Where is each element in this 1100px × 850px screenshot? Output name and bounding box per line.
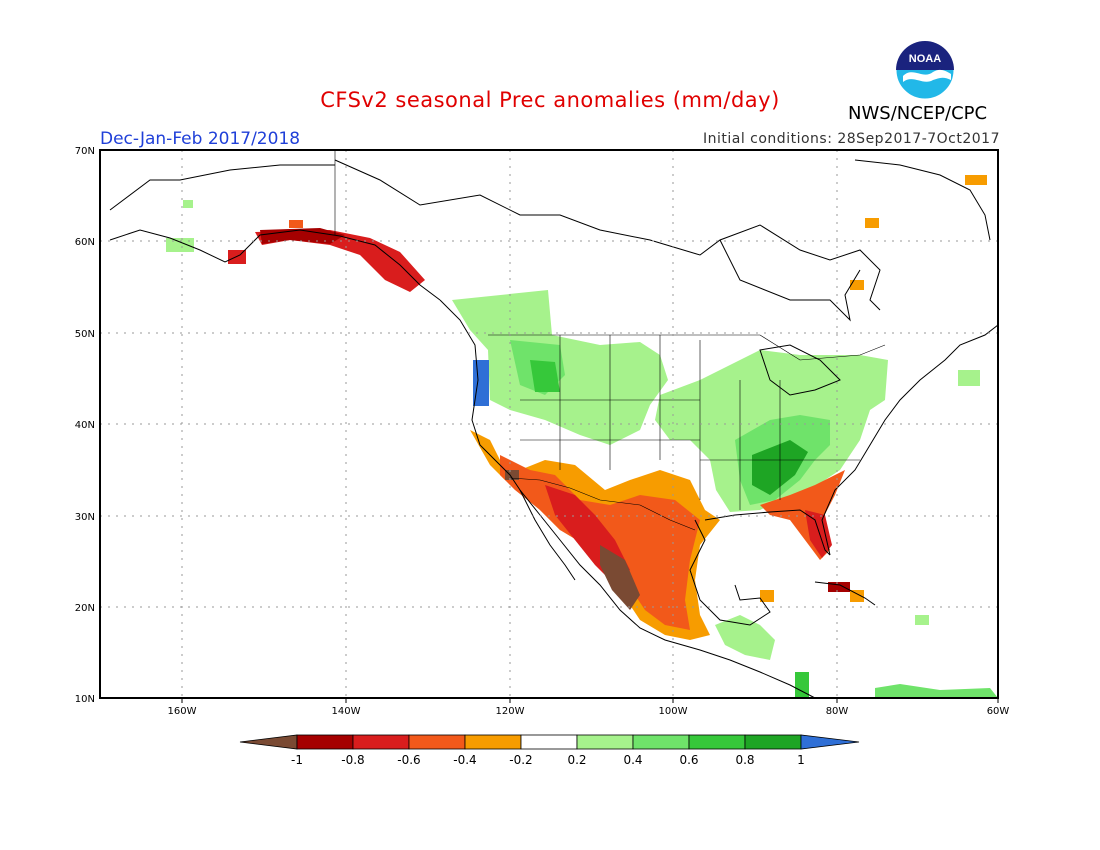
coastline-atlantic [821,324,999,556]
latitude-label: 50N [75,329,95,340]
colorbar-tick-label: -0.6 [397,753,420,767]
coastline-gulf-north [704,509,831,556]
longitude-label: 100W [659,706,688,717]
dry-anomaly-quebec [850,280,864,290]
colorbar-tick-label: 0.4 [623,753,642,767]
colorbar-low-arrow [239,734,298,750]
colorbar-bin [632,734,690,750]
wet-anomaly-lesser-antilles [915,615,929,625]
colorbar: -1 -0.8 -0.6 -0.4 -0.2 0.2 0.4 0.6 0.8 1 [239,734,860,767]
colorbar-bin [296,734,354,750]
latitude-labels: 70N 60N 50N 40N 30N 20N 10N [75,146,95,705]
latitude-label: 30N [75,512,95,523]
noaa-logo-icon: NOAA [895,40,955,100]
dry-anomaly-baffin [965,175,987,185]
wet-anomaly-central-america [715,615,775,660]
chart-title: CFSv2 seasonal Prec anomalies (mm/day) [320,88,780,112]
state-lines [520,335,860,510]
colorbar-tick-label: -0.4 [453,753,476,767]
longitude-label: 140W [332,706,361,717]
latitude-label: 20N [75,603,95,614]
longitude-label: 160W [168,706,197,717]
coastline-hudson-bay [719,239,861,322]
border-us-canada [488,334,886,361]
colorbar-tick-label: -1 [291,753,303,767]
dry-anomaly-alaska-spot [289,220,303,228]
dry-anomaly-cuba [828,582,850,592]
anomaly-shading [166,175,998,698]
dry-anomaly-florida [805,510,832,558]
coastline-cuba [814,581,876,606]
colorbar-bin [520,734,578,750]
coastline-baja [519,489,576,581]
coastline-gulf [689,519,771,626]
border-us-mexico [509,477,696,531]
wet-anomaly-panama [795,672,809,698]
colorbar-bin [352,734,410,750]
coastline-great-lakes [759,344,841,396]
colorbar-tick-label: 1 [797,753,805,767]
wet-anomaly-south-america [875,684,998,698]
colorbar-tick-label: -0.8 [341,753,364,767]
coastline-alaska [109,164,441,301]
colorbar-tick-label: 0.8 [735,753,754,767]
colorbar-bin [744,734,802,750]
longitude-label: 60W [987,706,1010,717]
extreme-dry-baja [505,470,519,480]
coastlines [109,159,999,699]
svg-text:NOAA: NOAA [909,53,941,65]
dry-anomaly-cuba-east [850,590,864,602]
latitude-label: 70N [75,146,95,157]
coastline-pacific [439,299,816,699]
wet-anomaly-new-england [958,370,980,386]
dry-anomaly-alaska-coast [255,230,425,292]
longitude-label: 80W [826,706,849,717]
wet-anomaly-alaska-west [166,238,194,252]
forecast-period: Dec-Jan-Feb 2017/2018 [100,129,301,149]
colorbar-bin [688,734,746,750]
colorbar-tick-label: 0.2 [567,753,586,767]
map-frame [99,149,999,699]
coastline-greenland [854,159,991,241]
colorbar-tick-label: 0.6 [679,753,698,767]
dry-anomaly-labrador [865,218,879,228]
colorbar-tick-label: -0.2 [509,753,532,767]
colorbar-bin [464,734,522,750]
colorbar-bin [576,734,634,750]
political-borders [334,150,886,531]
wet-anomaly-idaho [530,360,560,392]
colorbar-bin [408,734,466,750]
lat-lon-grid [100,150,998,698]
latitude-label: 10N [75,694,95,705]
extreme-dry-sinaloa [600,545,640,610]
longitude-labels: 160W 140W 120W 100W 80W 60W [168,698,1010,717]
longitude-label: 120W [496,706,525,717]
coastline-arctic-canada [334,159,881,311]
latitude-label: 60N [75,237,95,248]
latitude-label: 40N [75,420,95,431]
wet-anomaly-alaska-nw [183,200,193,208]
colorbar-high-arrow [800,734,860,750]
initial-conditions: Initial conditions: 28Sep2017-7Oct2017 [702,131,1000,147]
agency-label: NWS/NCEP/CPC [848,103,988,124]
dry-anomaly-yucatan [760,590,774,602]
